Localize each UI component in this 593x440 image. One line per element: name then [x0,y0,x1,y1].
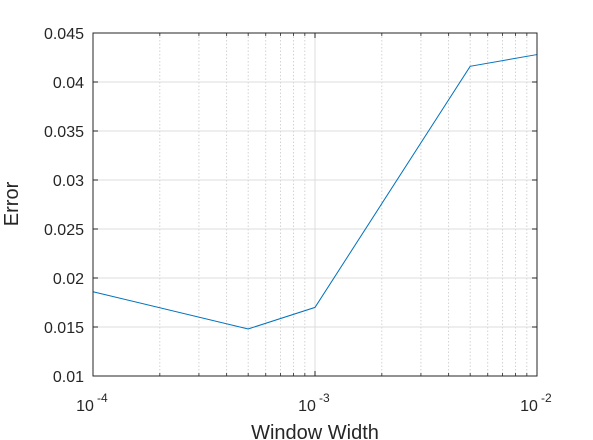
minor-grid [159,33,528,376]
x-tick-labels: 10 -4 10 -3 10 -2 [76,391,552,415]
x-tick-exponent: -4 [97,391,108,405]
x-tick-label: 10 [520,398,538,415]
y-tick-label: 0.045 [44,26,84,43]
y-tick-label: 0.03 [53,173,84,190]
y-tick-label: 0.025 [44,222,84,239]
y-axis-label: Error [1,181,23,226]
y-tick-label: 0.015 [44,320,84,337]
y-tick-label: 0.02 [53,271,84,288]
x-axis-label: Window Width [251,422,379,440]
axis-ticks [92,32,538,377]
y-tick-label: 0.01 [53,369,84,386]
y-tick-label: 0.035 [44,124,84,141]
x-tick-label: 10 [76,398,94,415]
x-tick-label: 10 [298,398,316,415]
y-tick-labels: 0.01 0.015 0.02 0.025 0.03 0.035 0.04 0.045 [44,26,84,386]
x-tick-exponent: -2 [541,391,552,405]
x-tick-exponent: -3 [319,391,330,405]
major-grid [93,33,537,376]
series-line [92,54,538,330]
y-tick-label: 0.04 [53,75,84,92]
